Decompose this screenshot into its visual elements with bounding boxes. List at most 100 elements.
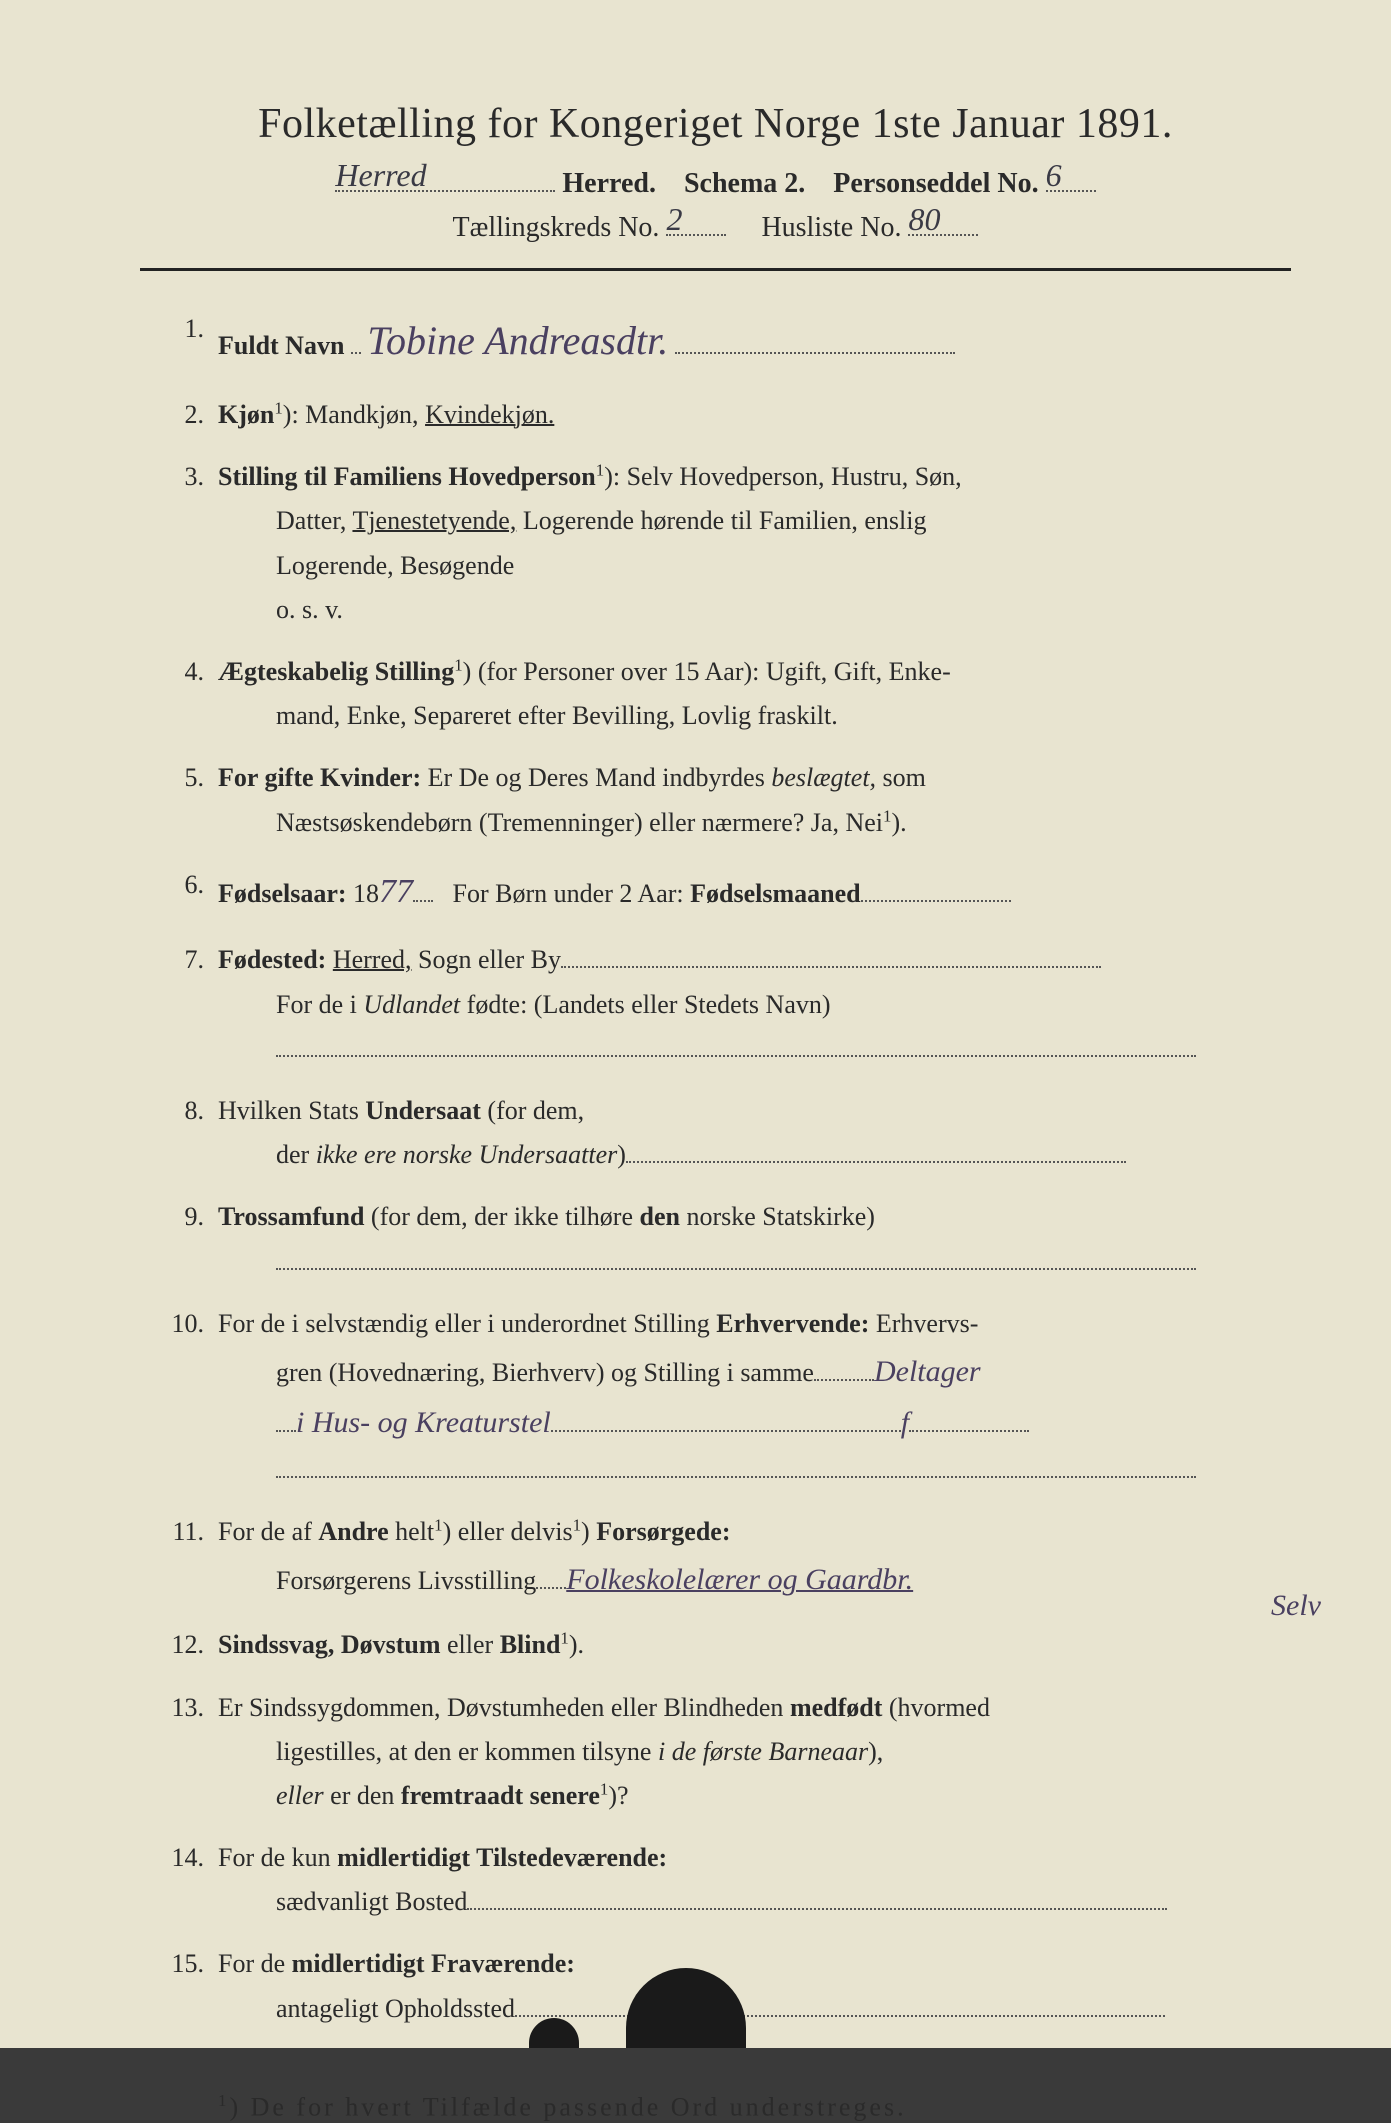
item-num: 3. (160, 455, 204, 499)
text: ): Mandkjøn, (283, 400, 425, 429)
selected-option: Tjenestetyende, (352, 506, 516, 535)
text: er den (324, 1781, 401, 1810)
field-label: Trossamfund (218, 1202, 364, 1231)
text: 18 (347, 879, 380, 908)
footnote-ref: 1 (560, 1629, 568, 1648)
text: For Børn under 2 Aar: (446, 879, 690, 908)
field-label: Erhvervende: (716, 1309, 869, 1338)
item-num: 7. (160, 938, 204, 982)
item-9: 9. Trossamfund (for dem, der ikke tilhør… (160, 1195, 1291, 1283)
item-3: 3. Stilling til Familiens Hovedperson1):… (160, 455, 1291, 632)
schema-label: Schema 2. (684, 168, 805, 199)
text: )? (608, 1781, 628, 1810)
item-num: 12. (160, 1623, 204, 1667)
item-5: 5. For gifte Kvinder: Er De og Deres Man… (160, 756, 1291, 844)
taellingskreds-label: Tællingskreds No. (453, 212, 660, 243)
text: gren (Hovednæring, Bierhverv) og Stillin… (276, 1358, 814, 1387)
text: ) (581, 1517, 596, 1546)
text: fødte: (Landets eller Stedets Navn) (460, 990, 830, 1019)
text: Forsørgerens Livsstilling (276, 1566, 536, 1595)
text: der (276, 1140, 316, 1169)
text: For de i (276, 990, 363, 1019)
personseddel-no: 6 (1046, 157, 1062, 194)
field-label: Blind (500, 1630, 561, 1659)
herred-label: Herred. (562, 168, 656, 199)
field-label: Undersaat (365, 1096, 481, 1125)
item-num: 13. (160, 1686, 204, 1730)
occupation-handwritten-2: i Hus- og Kreaturstel (296, 1406, 551, 1439)
item-11: 11. For de af Andre helt1) eller delvis1… (160, 1510, 1291, 1605)
item-8: 8. Hvilken Stats Undersaat (for dem, der… (160, 1089, 1291, 1177)
field-label: midlertidigt Tilstedeværende: (337, 1843, 667, 1872)
text: ). (891, 808, 906, 837)
text: eller (441, 1630, 500, 1659)
text-italic: beslægtet, (771, 763, 876, 792)
text: norske Statskirke) (680, 1202, 875, 1231)
footnote-num: 1 (218, 2091, 229, 2110)
item-num: 15. (160, 1942, 204, 1986)
text: ), (868, 1737, 883, 1766)
text: sædvanligt Bosted (276, 1887, 467, 1916)
item-num: 11. (160, 1510, 204, 1554)
item-num: 5. (160, 756, 204, 800)
field-label: Fødested: (218, 945, 326, 974)
divider (140, 268, 1291, 271)
text: Sogn eller By (412, 945, 562, 974)
text: Datter, (276, 506, 352, 535)
provider-handwritten: Folkeskolelærer og Gaardbr. (566, 1563, 913, 1596)
text: helt (389, 1517, 435, 1546)
hw-mark: f (901, 1406, 909, 1439)
footnote-ref: 1 (454, 655, 462, 674)
field-label: Ægteskabelig Stilling (218, 657, 454, 686)
text: ): Selv Hovedperson, Hustru, Søn, (604, 462, 961, 491)
item-num: 9. (160, 1195, 204, 1239)
text: (hvormed (882, 1693, 990, 1722)
item-num: 8. (160, 1089, 204, 1133)
item-num: 6. (160, 863, 204, 907)
field-label: Andre (318, 1517, 388, 1546)
footnote-ref: 1 (573, 1516, 581, 1535)
selected-option: Herred, (333, 945, 412, 974)
item-num: 14. (160, 1836, 204, 1880)
field-label: For gifte Kvinder: (218, 763, 421, 792)
item-1: 1. Fuldt Navn Tobine Andreasdtr. (160, 307, 1291, 375)
text: ) eller delvis (443, 1517, 573, 1546)
field-label: Stilling til Familiens Hovedperson (218, 462, 596, 491)
text: For de kun (218, 1843, 337, 1872)
item-num: 4. (160, 650, 204, 694)
item-7: 7. Fødested: Herred, Sogn eller By For d… (160, 938, 1291, 1071)
footnote-ref: 1 (596, 461, 604, 480)
text: For de i selvstændig eller i underordnet… (218, 1309, 716, 1338)
field-label: Fuldt Navn (218, 331, 344, 360)
item-num: 2. (160, 393, 204, 437)
occupation-handwritten: Deltager (874, 1355, 981, 1388)
text: ligestilles, at den er kommen tilsyne (276, 1737, 658, 1766)
personseddel-label: Personseddel No. (833, 168, 1038, 199)
footnote-ref: 1 (274, 398, 282, 417)
item-13: 13. Er Sindssygdommen, Døvstumheden elle… (160, 1686, 1291, 1819)
field-label: Fødselsaar: (218, 879, 347, 908)
text: Er De og Deres Mand indbyrdes (421, 763, 771, 792)
text: o. s. v. (276, 588, 1291, 632)
name-handwritten: Tobine Andreasdtr. (367, 318, 668, 363)
form-title: Folketælling for Kongeriget Norge 1ste J… (140, 100, 1291, 148)
footnote: 1) De for hvert Tilfælde passende Ord un… (218, 2091, 1291, 2123)
year-handwritten: 77 (379, 873, 413, 910)
text: antageligt Opholdssted (276, 1994, 515, 2023)
text: (for dem, der ikke tilhøre (364, 1202, 639, 1231)
item-4: 4. Ægteskabelig Stilling1) (for Personer… (160, 650, 1291, 738)
text: Hvilken Stats (218, 1096, 365, 1125)
field-label: Forsørgede: (596, 1517, 730, 1546)
text-italic: ikke ere norske Undersaatter (316, 1140, 618, 1169)
herred-handwritten: Herred (335, 157, 426, 194)
text-italic: Udlandet (363, 990, 460, 1019)
header-line-1: Herred Herred. Schema 2. Personseddel No… (140, 168, 1291, 200)
field-label: medfødt (790, 1693, 882, 1722)
item-14: 14. For de kun midlertidigt Tilstedevære… (160, 1836, 1291, 1924)
text: Er Sindssygdommen, Døvstumheden eller Bl… (218, 1693, 790, 1722)
text-italic: i de første Barneaar (658, 1737, 868, 1766)
text: ). (569, 1630, 584, 1659)
census-form-page: Folketælling for Kongeriget Norge 1ste J… (0, 0, 1391, 2048)
text: ) (for Personer over 15 Aar): Ugift, Gif… (463, 657, 951, 686)
text-italic: eller (276, 1781, 324, 1810)
